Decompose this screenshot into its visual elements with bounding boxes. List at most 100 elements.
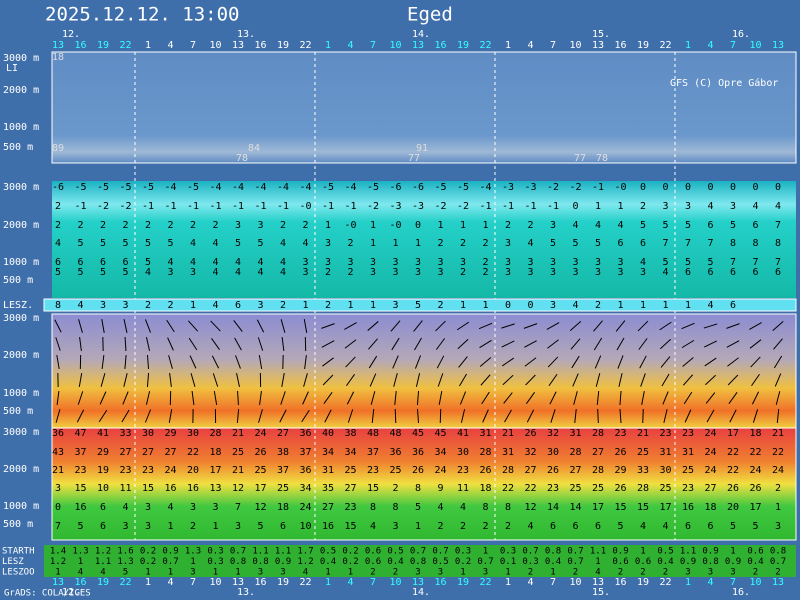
wind-arrow bbox=[750, 356, 761, 368]
wind-arrow bbox=[435, 338, 446, 350]
lesz-value: 2 bbox=[167, 300, 173, 311]
wind-value: 24 bbox=[434, 465, 446, 476]
wind-value: 29 bbox=[164, 428, 176, 439]
hour-label: 10 bbox=[569, 577, 581, 588]
wind-value: 31 bbox=[322, 465, 334, 476]
temp-value: 3 bbox=[595, 257, 601, 268]
wind-arrow bbox=[394, 390, 397, 406]
lesz-value: 6 bbox=[730, 300, 736, 311]
day-label: 12. bbox=[62, 29, 80, 40]
wind-value: 23 bbox=[614, 428, 626, 439]
temp-value: 6 bbox=[122, 257, 128, 268]
row-value: 3 bbox=[280, 568, 285, 578]
row-value: 1.3 bbox=[72, 547, 88, 557]
wind-arrow bbox=[641, 391, 645, 405]
temp-value: 2 bbox=[77, 220, 83, 231]
wind-value: 5 bbox=[415, 502, 421, 513]
hour-label: 19 bbox=[277, 577, 289, 588]
hour-label: 7 bbox=[190, 40, 196, 51]
temp-value: 6 bbox=[775, 267, 781, 278]
row-value: 0.4 bbox=[545, 557, 561, 567]
temp-value: -4 bbox=[164, 182, 176, 193]
wind-value: 26 bbox=[614, 483, 626, 494]
wind-arrow bbox=[54, 319, 62, 333]
wind-arrow bbox=[593, 320, 603, 332]
lesz-value: 1 bbox=[370, 300, 376, 311]
wind-arrow bbox=[78, 373, 83, 387]
row-value: 2 bbox=[640, 568, 645, 578]
temp-value: 3 bbox=[167, 267, 173, 278]
wind-value: 38 bbox=[277, 447, 289, 458]
wind-arrow bbox=[501, 323, 515, 329]
lesz-value: 2 bbox=[145, 300, 151, 311]
temp-value: 0 bbox=[640, 182, 646, 193]
wind-value: 5 bbox=[257, 521, 263, 532]
hour-label: 13 bbox=[412, 40, 424, 51]
wind-value: 12 bbox=[524, 502, 536, 513]
wind-arrow bbox=[145, 337, 151, 351]
temp-value: 3 bbox=[550, 267, 556, 278]
lesz-value: 0 bbox=[527, 300, 533, 311]
row-value: 1.3 bbox=[117, 557, 133, 567]
row-value: 0.6 bbox=[365, 547, 381, 557]
temp-value: 3 bbox=[347, 257, 353, 268]
temp-value: 4 bbox=[190, 257, 196, 268]
lesz-value: 3 bbox=[550, 300, 556, 311]
wind-arrow bbox=[304, 354, 307, 370]
wind-arrow bbox=[236, 373, 240, 387]
wind-arrow bbox=[258, 409, 263, 423]
temp-value: 2 bbox=[212, 220, 218, 231]
wind-arrow bbox=[236, 408, 240, 424]
wind-arrow bbox=[344, 339, 357, 349]
wind-value: 24 bbox=[704, 428, 716, 439]
hour-label: 16 bbox=[254, 40, 266, 51]
temp-value: -5 bbox=[97, 182, 109, 193]
hour-label: 4 bbox=[707, 40, 713, 51]
wind-arrow bbox=[279, 409, 287, 423]
wind-value: 34 bbox=[322, 447, 334, 458]
wind-arrow bbox=[392, 355, 399, 369]
wind-value: 21 bbox=[232, 428, 244, 439]
wind-value: 8 bbox=[505, 502, 511, 513]
height-label: 1000 m bbox=[3, 257, 39, 268]
wind-arrow bbox=[210, 320, 221, 332]
hour-label: 22 bbox=[479, 40, 491, 51]
temp-value: 5 bbox=[235, 238, 241, 249]
row-value: 2 bbox=[618, 568, 623, 578]
wind-arrow bbox=[751, 373, 760, 387]
wind-value: 28 bbox=[637, 483, 649, 494]
wind-value: 33 bbox=[637, 465, 649, 476]
wind-arrow bbox=[303, 373, 308, 387]
wind-arrow bbox=[615, 320, 626, 332]
wind-value: 27 bbox=[164, 447, 176, 458]
wind-value: 36 bbox=[389, 447, 401, 458]
temp-value: 3 bbox=[572, 267, 578, 278]
wind-arrow bbox=[233, 320, 243, 332]
temp-value: 5 bbox=[572, 238, 578, 249]
temp-value: 3 bbox=[437, 267, 443, 278]
wind-arrow bbox=[145, 391, 151, 405]
hour-label: 16 bbox=[254, 577, 266, 588]
row-value: 3 bbox=[190, 568, 195, 578]
wind-value: 11 bbox=[457, 483, 469, 494]
temp-value: -0 bbox=[389, 220, 401, 231]
wind-arrow bbox=[346, 391, 355, 405]
wind-arrow bbox=[321, 340, 335, 348]
wind-value: 23 bbox=[367, 465, 379, 476]
lesz-value: 4 bbox=[572, 300, 578, 311]
wind-arrow bbox=[237, 390, 239, 406]
wind-value: 26 bbox=[412, 465, 424, 476]
row-value: 0.7 bbox=[410, 547, 426, 557]
temp-value: 4 bbox=[572, 220, 578, 231]
wind-arrow bbox=[280, 319, 286, 333]
wind-value: 1 bbox=[415, 521, 421, 532]
height-label: 2000 m bbox=[3, 220, 39, 231]
wind-value: 36 bbox=[299, 465, 311, 476]
temp-value: 6 bbox=[752, 220, 758, 231]
temp-value: -2 bbox=[569, 182, 581, 193]
wind-arrow bbox=[147, 354, 149, 370]
row-value: 1 bbox=[348, 568, 353, 578]
wind-arrow bbox=[256, 319, 265, 333]
wind-arrow bbox=[550, 409, 556, 423]
wind-value: 47 bbox=[74, 428, 86, 439]
